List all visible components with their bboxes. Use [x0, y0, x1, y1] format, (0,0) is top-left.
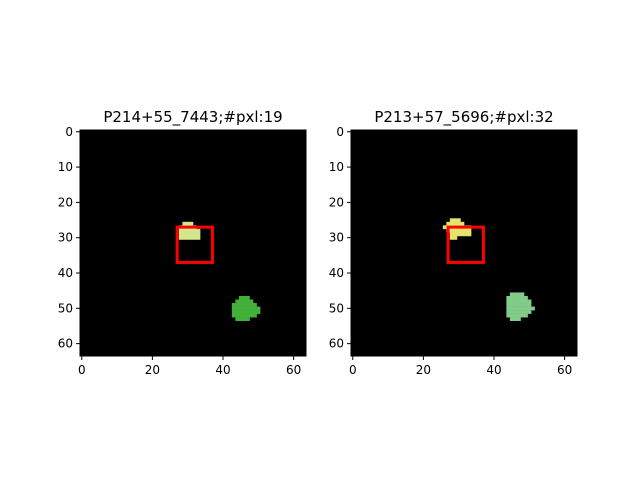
y-tick-label: 30	[329, 231, 344, 245]
pixel-run	[449, 232, 472, 237]
pixel-blob	[231, 295, 261, 321]
y-tick-label: 20	[329, 195, 344, 209]
target-box	[446, 225, 485, 264]
pixel-run	[506, 310, 532, 314]
pixel-run	[231, 306, 261, 311]
y-tick-label: 10	[58, 160, 73, 174]
pixel-run	[506, 306, 535, 311]
y-tick-label: 40	[329, 266, 344, 280]
panel-title: P214+55_7443;#pxl:19	[103, 108, 282, 127]
image-background	[351, 130, 577, 356]
image-panel-right: P213+57_5696;#pxl:32 0 20 40 60 0 10 20 30 40 50 6…	[329, 108, 578, 377]
axes-frame	[79, 129, 307, 357]
pixel-run	[235, 299, 254, 304]
x-tick-label: 60	[557, 363, 572, 377]
pixel-run	[238, 295, 250, 300]
pixel-run	[509, 317, 521, 321]
y-tick-label: 50	[329, 301, 344, 315]
pixel-run	[449, 218, 461, 223]
y-tick-label: 50	[58, 301, 73, 315]
pixel-run	[235, 317, 250, 321]
pixel-blob	[506, 292, 535, 321]
pixel-run	[446, 221, 465, 226]
pixel-run	[506, 299, 532, 304]
y-tick-label: 20	[58, 195, 73, 209]
x-tick-label: 0	[349, 363, 357, 377]
x-tick-label: 0	[78, 363, 86, 377]
pixel-run	[231, 303, 257, 307]
pixel-run	[178, 235, 201, 240]
x-tick-label: 60	[286, 363, 301, 377]
panel-title: P213+57_5696;#pxl:32	[374, 108, 553, 127]
x-tick-label: 40	[486, 363, 501, 377]
y-tick-label: 30	[58, 231, 73, 245]
y-tick-label: 0	[336, 125, 344, 139]
pixel-run	[506, 303, 532, 307]
y-tick-label: 60	[329, 337, 344, 351]
pixel-run	[231, 313, 257, 318]
image-background	[80, 130, 306, 356]
pixel-run	[509, 292, 525, 297]
y-tick-label: 60	[58, 337, 73, 351]
target-box	[175, 225, 214, 264]
pixel-run	[446, 228, 472, 233]
pixel-run	[231, 310, 261, 314]
pixel-run	[449, 235, 458, 240]
axes-frame	[350, 129, 578, 357]
pixel-run	[182, 221, 194, 226]
y-tick-label: 10	[329, 160, 344, 174]
x-tick-label: 20	[416, 363, 431, 377]
x-tick-label: 40	[215, 363, 230, 377]
pixel-run	[506, 295, 528, 300]
y-tick-label: 40	[58, 266, 73, 280]
x-tick-label: 20	[145, 363, 160, 377]
pixel-run	[506, 313, 528, 318]
image-panel-left: P214+55_7443;#pxl:19 0 20 40 60 0 10 20 30 40 50 6…	[58, 108, 307, 377]
pixel-run	[178, 228, 201, 233]
pixel-run	[178, 232, 201, 237]
y-tick-label: 0	[65, 125, 73, 139]
